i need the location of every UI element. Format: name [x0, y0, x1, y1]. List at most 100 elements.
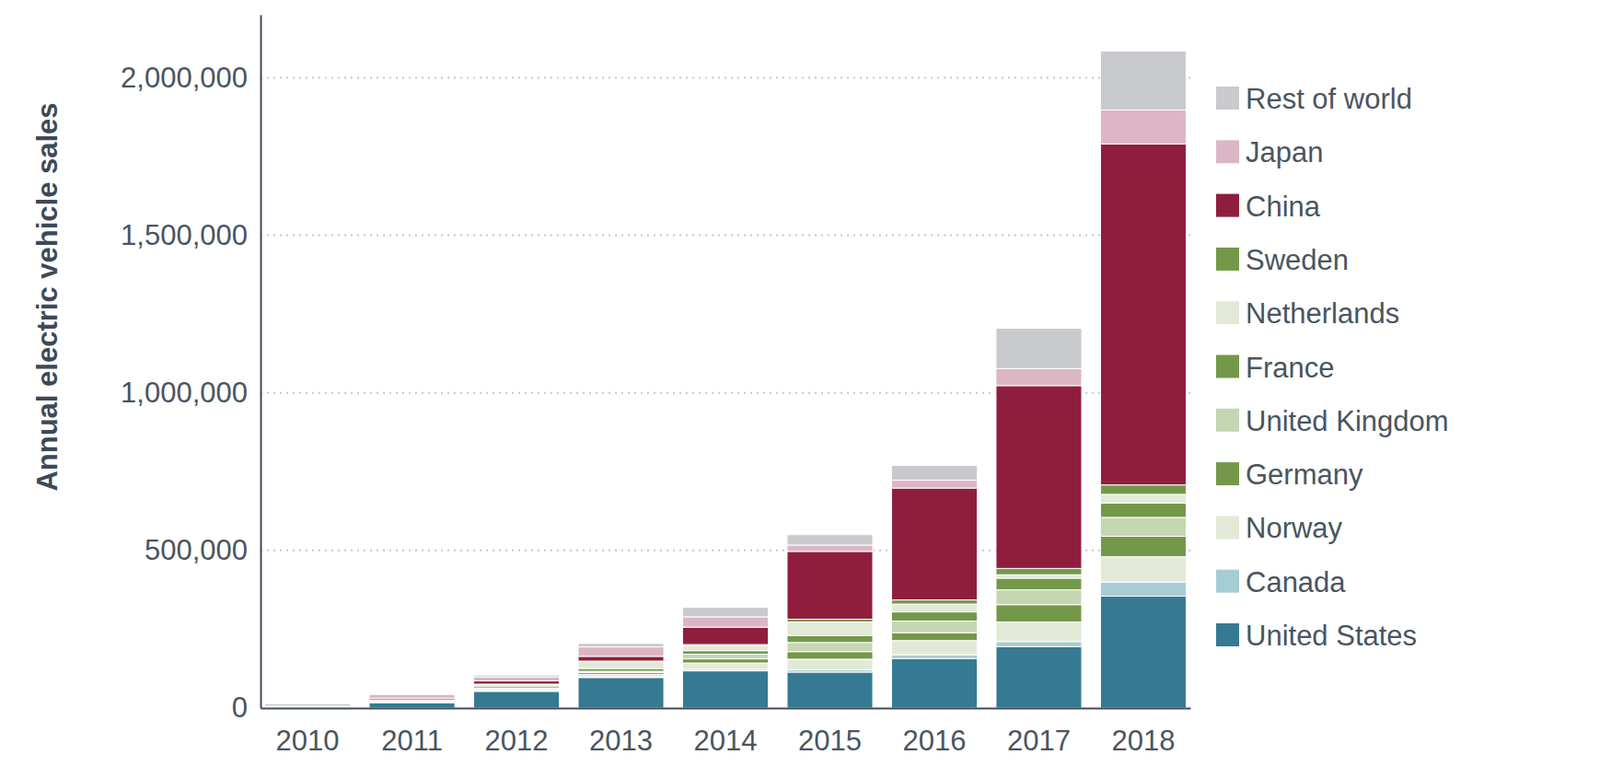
bar-segment [891, 487, 977, 601]
y-axis-line [260, 15, 263, 709]
legend-item: Rest of world [1216, 82, 1413, 116]
legend-item: Netherlands [1216, 297, 1400, 330]
y-tick-label: 1,500,000 [120, 219, 248, 252]
bar-segment [1100, 109, 1186, 144]
bar-segment [682, 671, 768, 708]
bar-segment [474, 688, 560, 690]
bar-segment [369, 701, 455, 704]
bar-segment [787, 622, 873, 637]
bar-segment [1100, 503, 1186, 518]
x-axis-line [261, 707, 1192, 710]
bar-segment [682, 650, 768, 655]
x-tick-label: 2017 [1007, 724, 1071, 757]
bar-segment [1100, 50, 1186, 110]
bar-segment [1100, 556, 1186, 582]
bar-segment [891, 632, 977, 641]
bar-segment [891, 480, 977, 489]
legend-item: Japan [1216, 136, 1323, 169]
bar-segment [578, 661, 664, 670]
x-tick-label: 2014 [694, 724, 758, 757]
bar-segment [787, 672, 873, 708]
bar-segment [787, 659, 873, 671]
bar-segment [996, 568, 1082, 575]
x-tick: 2011 [381, 707, 443, 757]
x-axis: 201020112012201320142015201620172018 [261, 707, 1192, 757]
bar-segment [682, 626, 768, 645]
bar-segment [682, 607, 768, 617]
legend-label: United Kingdom [1245, 405, 1450, 438]
legend-swatch [1216, 194, 1240, 218]
y-axis-title: Annual electric vehicle sales [31, 102, 64, 491]
y-tick: 500,000 [144, 533, 261, 567]
x-tick: 2017 [1007, 707, 1071, 757]
bar-segment [474, 676, 560, 681]
bar-segment [891, 612, 977, 622]
x-tick: 2016 [902, 707, 966, 757]
y-tick-label: 500,000 [144, 533, 248, 567]
legend-label: United States [1245, 619, 1417, 652]
bar-segment [891, 621, 977, 634]
x-tick-label: 2010 [276, 724, 340, 757]
legend-label: Canada [1245, 566, 1346, 599]
legend-item: United States [1216, 619, 1417, 652]
bar-segment [1100, 517, 1186, 537]
legend-item: Germany [1216, 458, 1364, 491]
legend-item: France [1216, 351, 1334, 384]
legend-item: China [1216, 190, 1322, 223]
legend: Rest of worldJapanChinaSwedenNetherlands… [1216, 82, 1450, 652]
x-tick-label: 2018 [1111, 724, 1175, 757]
bar-segment [578, 643, 664, 648]
y-tick: 1,500,000 [120, 219, 261, 252]
x-tick: 2014 [694, 707, 758, 757]
bar-segment [474, 684, 560, 686]
legend-swatch [1216, 247, 1240, 271]
bar-segment [787, 544, 873, 552]
legend-item: United Kingdom [1216, 405, 1450, 438]
bar-segment [891, 464, 977, 480]
bar-segment [996, 641, 1082, 647]
bar-segment [369, 700, 455, 702]
bar-segment [996, 590, 1082, 605]
y-tick-label: 2,000,000 [120, 61, 248, 94]
bar-segment [996, 578, 1082, 591]
bar-segment [474, 674, 560, 677]
bar-segment [1100, 494, 1186, 504]
bar-segment [891, 600, 977, 604]
bar-segment [891, 654, 977, 659]
x-tick: 2010 [276, 707, 340, 757]
bar-segment [369, 700, 455, 703]
legend-swatch [1216, 408, 1240, 432]
grid-line [260, 76, 1191, 79]
bars [265, 50, 1187, 708]
bar-segment [787, 534, 873, 545]
legend-label: Rest of world [1245, 82, 1413, 116]
legend-label: Japan [1245, 136, 1323, 169]
bar-segment [682, 646, 768, 651]
legend-swatch [1216, 139, 1240, 163]
legend-swatch [1216, 569, 1240, 593]
bar-segment [996, 574, 1082, 579]
legend-swatch [1216, 86, 1240, 110]
bar-segment [578, 647, 664, 657]
bar-segment [996, 646, 1082, 708]
bar-segment [682, 653, 768, 659]
bar-segment [265, 706, 351, 708]
x-tick: 2018 [1111, 707, 1175, 757]
legend-label: Netherlands [1245, 297, 1400, 330]
bar-segment [369, 693, 455, 696]
bar-segment [1100, 595, 1186, 708]
bar-segment [474, 690, 560, 693]
x-tick: 2013 [589, 707, 653, 757]
y-axis: 0500,0001,000,0001,500,0002,000,000 [120, 15, 261, 725]
x-tick-label: 2012 [485, 724, 549, 757]
bar-segment [265, 703, 351, 707]
grid-line [260, 234, 1191, 237]
bar-segment [265, 707, 351, 708]
legend-item: Canada [1216, 566, 1346, 599]
legend-label: China [1245, 190, 1322, 223]
bar-segment [474, 681, 560, 685]
x-tick: 2012 [485, 707, 549, 757]
bar-segment [682, 616, 768, 627]
bar-segment [369, 702, 455, 704]
bar-segment [578, 677, 664, 708]
